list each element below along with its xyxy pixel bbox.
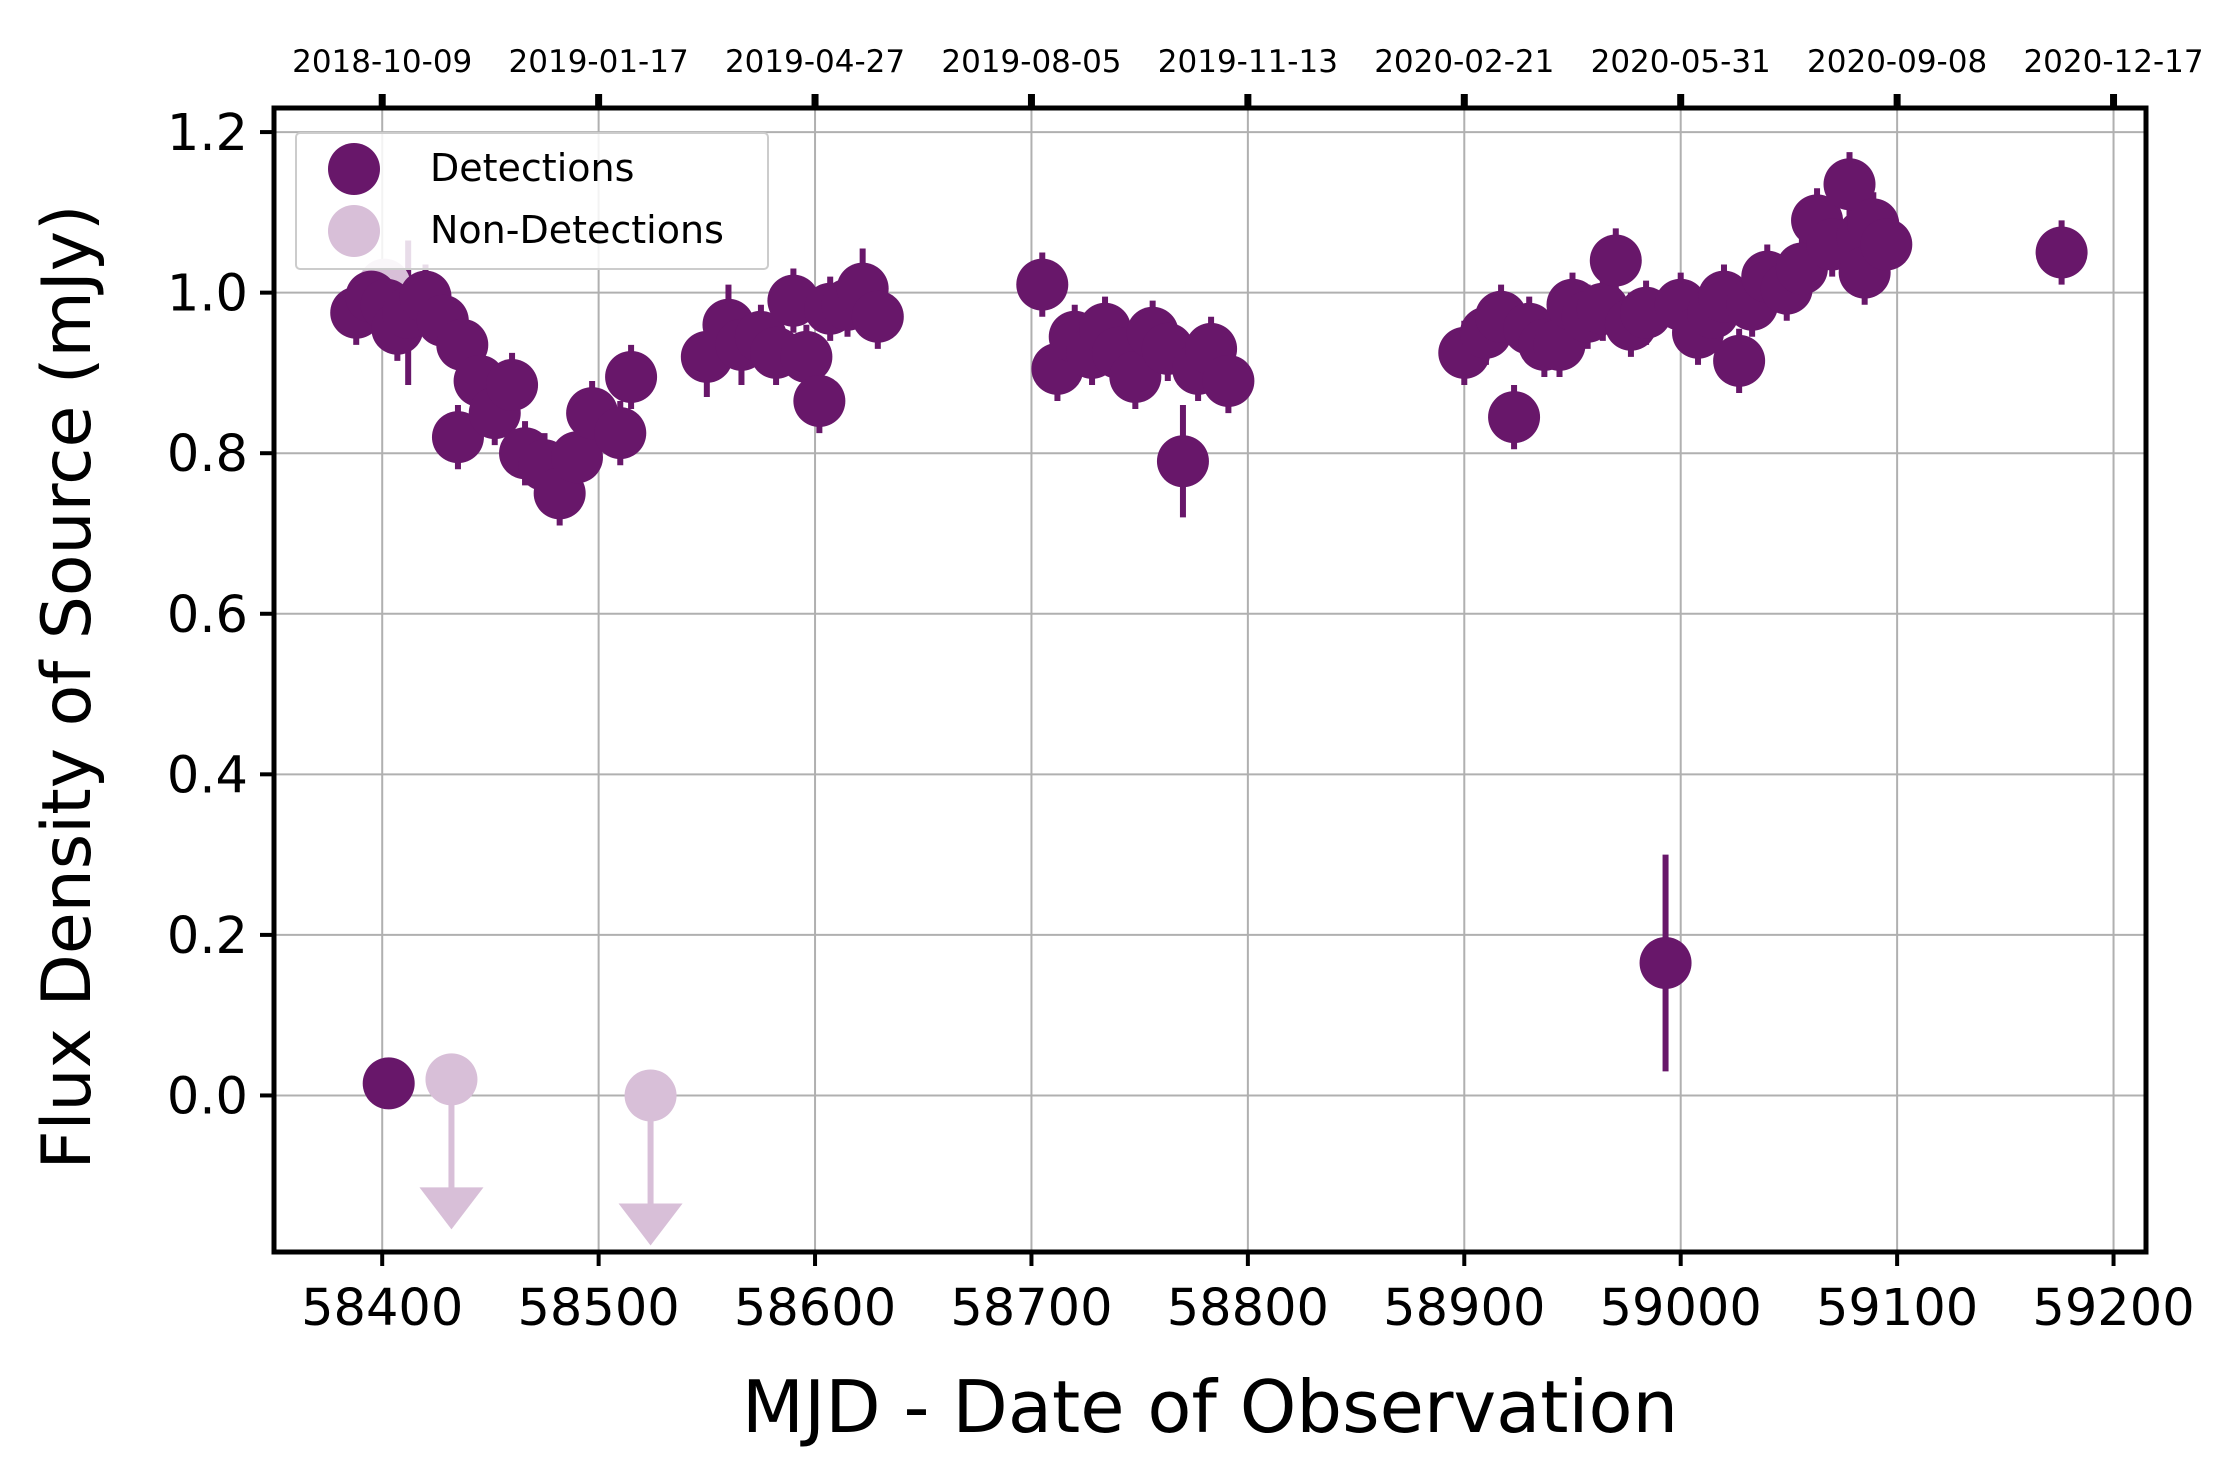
- top-tick-label: 2018-10-09: [292, 44, 472, 80]
- top-tick-label: 2019-08-05: [941, 44, 1121, 80]
- upper-limit-arrow: [618, 1203, 683, 1246]
- x-tick-label: 58400: [301, 1279, 463, 1338]
- legend-non-detections-marker: [328, 205, 380, 257]
- detection-point: [1823, 158, 1876, 211]
- detection-point: [1860, 218, 1913, 271]
- top-tick-label: 2020-12-17: [2023, 44, 2203, 80]
- y-axis-label: Flux Density of Source (mJy): [28, 204, 107, 1169]
- x-tick-label: 58500: [517, 1279, 679, 1338]
- y-tick-label: 0.0: [167, 1067, 248, 1126]
- detection-point: [486, 358, 539, 411]
- y-tick-label: 0.6: [167, 586, 248, 645]
- detection-point: [1016, 258, 1069, 311]
- legend-box: [295, 132, 769, 270]
- x-tick-label: 59200: [2032, 1279, 2194, 1338]
- top-tick-label: 2019-11-13: [1158, 44, 1338, 80]
- top-tick-label: 2019-04-27: [725, 44, 905, 80]
- legend-detections-label: Detections: [430, 146, 634, 190]
- x-axis-label: MJD - Date of Observation: [742, 1365, 1678, 1449]
- detection-point: [1156, 435, 1209, 488]
- legend: Detections Non-Detections: [295, 132, 769, 270]
- x-tick-label: 58700: [950, 1279, 1112, 1338]
- top-tick-label: 2020-09-08: [1807, 44, 1987, 80]
- detection-point: [793, 375, 846, 428]
- x-tick-label: 59000: [1600, 1279, 1762, 1338]
- y-tick-label: 1.0: [167, 265, 248, 324]
- upper-limit-arrow: [419, 1187, 484, 1230]
- detection-point: [1589, 234, 1642, 287]
- x-tick-label: 58800: [1167, 1279, 1329, 1338]
- non-detection-point: [425, 1053, 478, 1106]
- top-tick-label: 2020-05-31: [1591, 44, 1771, 80]
- top-tick-label: 2020-02-21: [1374, 44, 1554, 80]
- non-detection-point: [624, 1069, 677, 1122]
- axes-border: [271, 105, 2149, 1255]
- axis-ticks: 58400 58500 58600 58700 58800 58900 59000 59100…: [167, 44, 2204, 1338]
- y-tick-label: 0.4: [167, 746, 248, 805]
- detection-point: [851, 290, 904, 343]
- detection-point: [1713, 334, 1766, 387]
- top-tick-label: 2019-01-17: [509, 44, 689, 80]
- x-tick-label: 58900: [1383, 1279, 1545, 1338]
- x-tick-label: 58600: [734, 1279, 896, 1338]
- detection-point: [605, 350, 658, 403]
- y-tick-label: 0.8: [167, 425, 248, 484]
- legend-non-detections-label: Non-Detections: [430, 208, 724, 252]
- axes-frame: [271, 105, 2149, 1255]
- detection-point: [1639, 936, 1692, 989]
- detection-point: [1488, 391, 1541, 444]
- y-tick-label: 1.2: [167, 104, 248, 163]
- detection-point: [1202, 354, 1255, 407]
- y-tick-label: 0.2: [167, 907, 248, 966]
- legend-detections-marker: [328, 143, 380, 195]
- detection-point: [362, 1057, 415, 1110]
- detection-point: [431, 411, 484, 464]
- detection-point: [2035, 226, 2088, 279]
- x-tick-label: 59100: [1816, 1279, 1978, 1338]
- data-markers: [330, 158, 2088, 1122]
- detection-point: [594, 407, 647, 460]
- detection-point: [550, 431, 603, 484]
- detection-point: [780, 330, 833, 383]
